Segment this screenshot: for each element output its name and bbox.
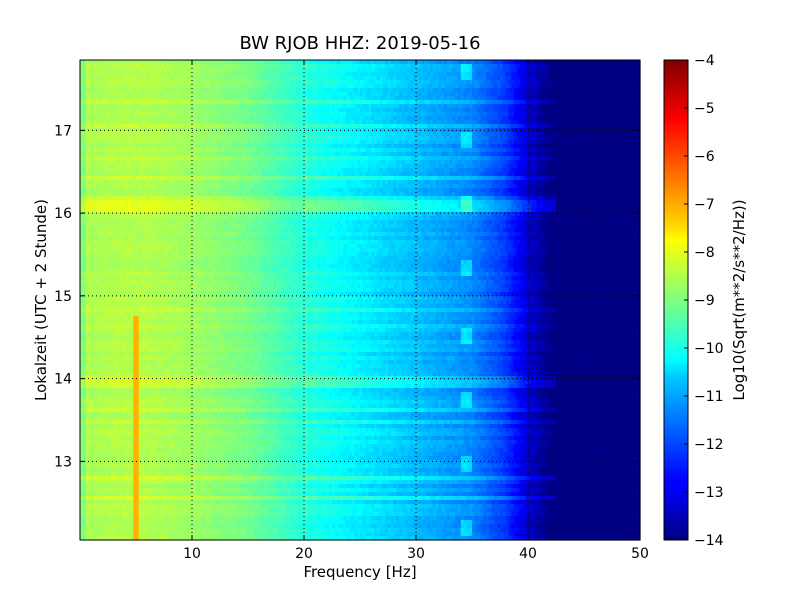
chart-title: BW RJOB HHZ: 2019-05-16: [239, 33, 480, 54]
spectrogram-heatmap: [80, 60, 641, 541]
